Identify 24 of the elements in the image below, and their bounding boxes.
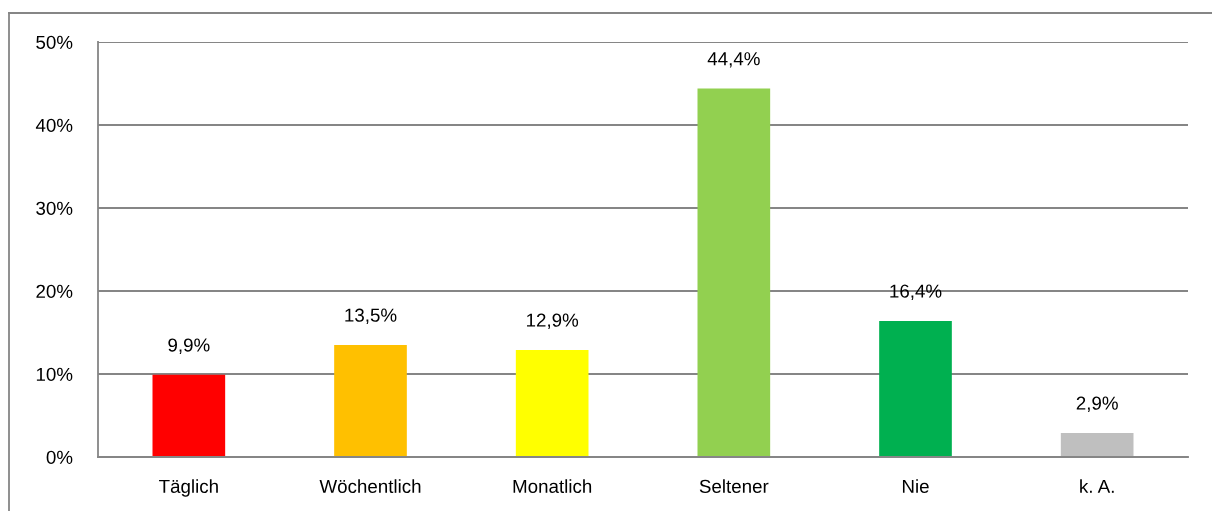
data-label: 2,9%	[1076, 396, 1118, 412]
data-label: 12,9%	[527, 313, 579, 329]
bar	[515, 349, 589, 457]
data-label: 13,5%	[345, 308, 397, 325]
x-tick-label: Monatlich	[513, 479, 592, 493]
x-tick-label: Täglich	[159, 479, 218, 497]
y-tick-label: 10%	[36, 367, 73, 381]
bar	[152, 374, 226, 457]
y-tick-label: 40%	[35, 118, 73, 132]
data-label: 16,4%	[890, 284, 942, 300]
x-tick-label: Seltener	[699, 479, 769, 493]
x-tick-label: Nie	[902, 479, 929, 493]
data-label: 44,4%	[707, 52, 760, 68]
y-tick-label: 20%	[36, 284, 73, 298]
x-tick-label: k. A.	[1080, 479, 1114, 493]
y-tick-label: 0%	[46, 450, 73, 464]
y-tick-label: 50%	[36, 35, 73, 49]
bar	[1060, 432, 1134, 457]
data-label: 9,9%	[168, 338, 210, 354]
bar	[697, 88, 771, 457]
y-tick-label: 30%	[36, 201, 73, 215]
x-tick-label: Wöchentlich	[319, 479, 421, 493]
bar	[879, 320, 952, 457]
bar	[334, 344, 407, 457]
